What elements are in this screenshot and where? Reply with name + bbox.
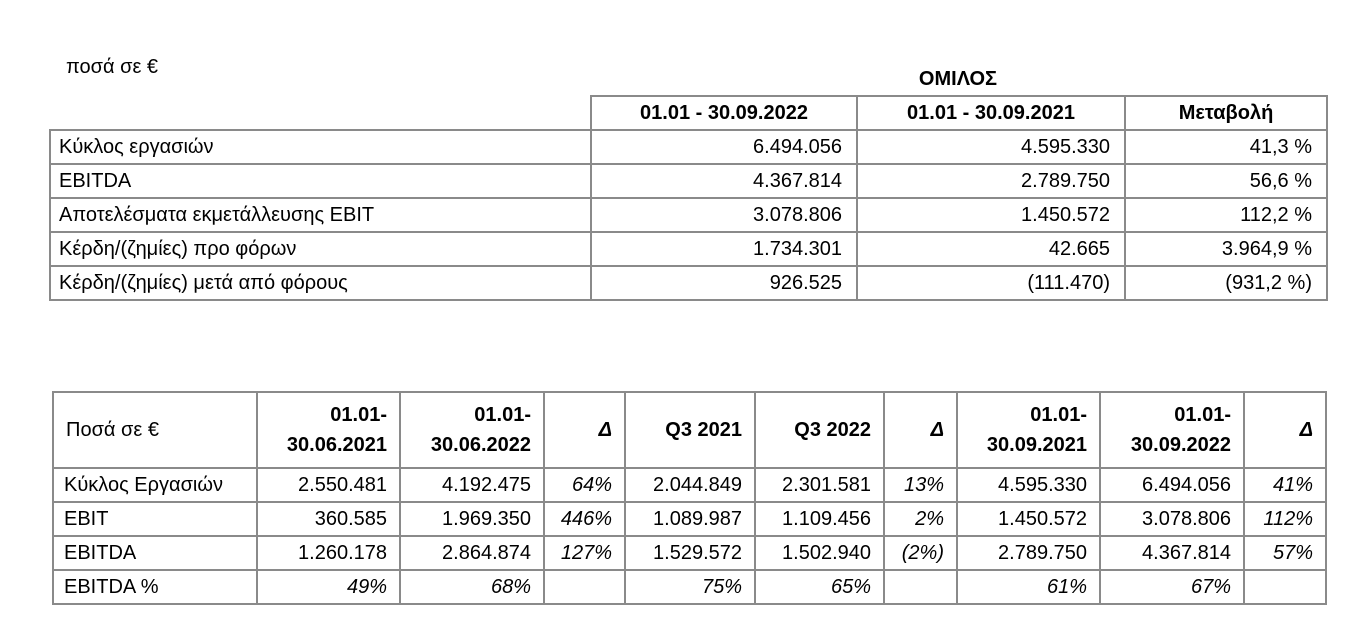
cell-delta: 127% <box>543 535 626 571</box>
cell-value: 6.494.056 <box>590 129 858 165</box>
cell-value: 56,6 % <box>1124 163 1328 199</box>
row-label: Κύκλος Εργασιών <box>52 467 258 503</box>
cell-value: 926.525 <box>590 265 858 301</box>
cell-value: (931,2 %) <box>1124 265 1328 301</box>
group-title: ΟΜΙΛΟΣ <box>918 68 998 90</box>
cell-value: 2.044.849 <box>624 467 756 503</box>
row-label: EBITDA <box>52 535 258 571</box>
col-header-9m-2021: 01.01- 30.09.2021 <box>956 391 1101 469</box>
cell-value: 4.595.330 <box>856 129 1126 165</box>
cell-value: 1.529.572 <box>624 535 756 571</box>
row-label: Αποτελέσματα εκμετάλλευσης EBIT <box>49 197 592 233</box>
col-header-delta: Δ <box>543 391 626 469</box>
cell-delta: 2% <box>883 501 958 537</box>
cell-delta <box>543 569 626 605</box>
cell-value: 112,2 % <box>1124 197 1328 233</box>
cell-value: 68% <box>399 569 545 605</box>
cell-value: 3.964,9 % <box>1124 231 1328 267</box>
cell-value: 42.665 <box>856 231 1126 267</box>
col-header-9m-2022: 01.01- 30.09.2022 <box>1099 391 1245 469</box>
row-label: Κέρδη/(ζημίες) μετά από φόρους <box>49 265 592 301</box>
cell-delta: 41% <box>1243 467 1327 503</box>
cell-value: 1.734.301 <box>590 231 858 267</box>
cell-delta: 57% <box>1243 535 1327 571</box>
cell-value: 49% <box>256 569 401 605</box>
cell-value: 2.789.750 <box>956 535 1101 571</box>
cell-value: 4.595.330 <box>956 467 1101 503</box>
cell-value: 1.260.178 <box>256 535 401 571</box>
cell-value: 2.301.581 <box>754 467 885 503</box>
table-row: EBITDA 4.367.814 2.789.750 56,6 % <box>49 163 1328 199</box>
cell-value: 61% <box>956 569 1101 605</box>
cell-value: 360.585 <box>256 501 401 537</box>
table-row: Κέρδη/(ζημίες) προ φόρων 1.734.301 42.66… <box>49 231 1328 267</box>
cell-delta: 64% <box>543 467 626 503</box>
row-label: EBITDA <box>49 163 592 199</box>
cell-value: 4.367.814 <box>590 163 858 199</box>
cell-delta <box>1243 569 1327 605</box>
summary-header-blank <box>50 96 592 131</box>
cell-value: 1.450.572 <box>956 501 1101 537</box>
cell-delta: 13% <box>883 467 958 503</box>
cell-value: 75% <box>624 569 756 605</box>
col-header-h1-2022: 01.01- 30.06.2022 <box>399 391 545 469</box>
quarterly-table: Ποσά σε € 01.01- 30.06.2021 01.01- 30.06.2… <box>52 391 1327 605</box>
cell-value: 2.864.874 <box>399 535 545 571</box>
currency-note: ποσά σε € <box>66 56 159 78</box>
cell-value: 4.367.814 <box>1099 535 1245 571</box>
cell-delta <box>883 569 958 605</box>
col-header-q3-2022: Q3 2022 <box>754 391 885 469</box>
cell-delta: (2%) <box>883 535 958 571</box>
cell-value: 67% <box>1099 569 1245 605</box>
quarterly-corner-label: Ποσά σε € <box>52 391 258 469</box>
cell-value: 3.078.806 <box>590 197 858 233</box>
summary-header-row: 01.01 - 30.09.2022 01.01 - 30.09.2021 Με… <box>50 95 1328 131</box>
cell-value: 41,3 % <box>1124 129 1328 165</box>
summary-header-2021: 01.01 - 30.09.2021 <box>856 95 1126 131</box>
summary-table: 01.01 - 30.09.2022 01.01 - 30.09.2021 Με… <box>49 95 1328 301</box>
cell-value: 1.502.940 <box>754 535 885 571</box>
row-label: EBITDA % <box>52 569 258 605</box>
cell-value: 1.089.987 <box>624 501 756 537</box>
cell-value: 1.450.572 <box>856 197 1126 233</box>
col-header-q3-2021: Q3 2021 <box>624 391 756 469</box>
cell-value: 1.969.350 <box>399 501 545 537</box>
col-header-delta: Δ <box>1243 391 1327 469</box>
col-header-h1-2021: 01.01- 30.06.2021 <box>256 391 401 469</box>
cell-value: 2.550.481 <box>256 467 401 503</box>
quarterly-header-row: Ποσά σε € 01.01- 30.06.2021 01.01- 30.06.2… <box>52 391 1327 469</box>
cell-value: 1.109.456 <box>754 501 885 537</box>
cell-delta: 112% <box>1243 501 1327 537</box>
table-row: EBITDA % 49% 68% 75% 65% 61% 67% <box>52 569 1327 605</box>
cell-value: 65% <box>754 569 885 605</box>
row-label: Κέρδη/(ζημίες) προ φόρων <box>49 231 592 267</box>
cell-value: 2.789.750 <box>856 163 1126 199</box>
table-row: EBITDA 1.260.178 2.864.874 127% 1.529.57… <box>52 535 1327 571</box>
cell-value: 6.494.056 <box>1099 467 1245 503</box>
row-label: Κύκλος εργασιών <box>49 129 592 165</box>
cell-value: 4.192.475 <box>399 467 545 503</box>
row-label: EBIT <box>52 501 258 537</box>
cell-value: 3.078.806 <box>1099 501 1245 537</box>
table-row: Κέρδη/(ζημίες) μετά από φόρους 926.525 (… <box>49 265 1328 301</box>
table-row: EBIT 360.585 1.969.350 446% 1.089.987 1.… <box>52 501 1327 537</box>
table-row: Κύκλος εργασιών 6.494.056 4.595.330 41,3… <box>49 129 1328 165</box>
table-row: Αποτελέσματα εκμετάλλευσης EBIT 3.078.80… <box>49 197 1328 233</box>
cell-value: (111.470) <box>856 265 1126 301</box>
summary-header-change: Μεταβολή <box>1124 95 1328 131</box>
summary-header-2022: 01.01 - 30.09.2022 <box>590 95 858 131</box>
cell-delta: 446% <box>543 501 626 537</box>
table-row: Κύκλος Εργασιών 2.550.481 4.192.475 64% … <box>52 467 1327 503</box>
col-header-delta: Δ <box>883 391 958 469</box>
